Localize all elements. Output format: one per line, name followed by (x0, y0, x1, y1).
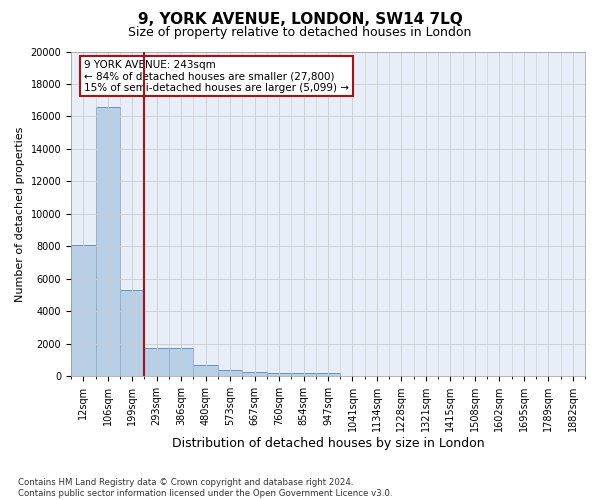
Bar (169, 348, 193, 376)
Bar (218, 370, 242, 376)
Text: 9, YORK AVENUE, LONDON, SW14 7LQ: 9, YORK AVENUE, LONDON, SW14 7LQ (137, 12, 463, 28)
Bar (145, 348, 169, 376)
Bar (316, 374, 340, 376)
Bar (71, 244, 95, 376)
Text: 9 YORK AVENUE: 243sqm
← 84% of detached houses are smaller (27,800)
15% of semi-: 9 YORK AVENUE: 243sqm ← 84% of detached … (84, 60, 349, 93)
Bar (193, 365, 218, 376)
Bar (95, 106, 120, 376)
Bar (292, 373, 316, 376)
Bar (120, 290, 145, 376)
Y-axis label: Number of detached properties: Number of detached properties (15, 126, 25, 302)
Bar (242, 372, 267, 376)
Text: Contains HM Land Registry data © Crown copyright and database right 2024.
Contai: Contains HM Land Registry data © Crown c… (18, 478, 392, 498)
Bar (267, 372, 292, 376)
Text: Size of property relative to detached houses in London: Size of property relative to detached ho… (128, 26, 472, 39)
X-axis label: Distribution of detached houses by size in London: Distribution of detached houses by size … (172, 437, 484, 450)
